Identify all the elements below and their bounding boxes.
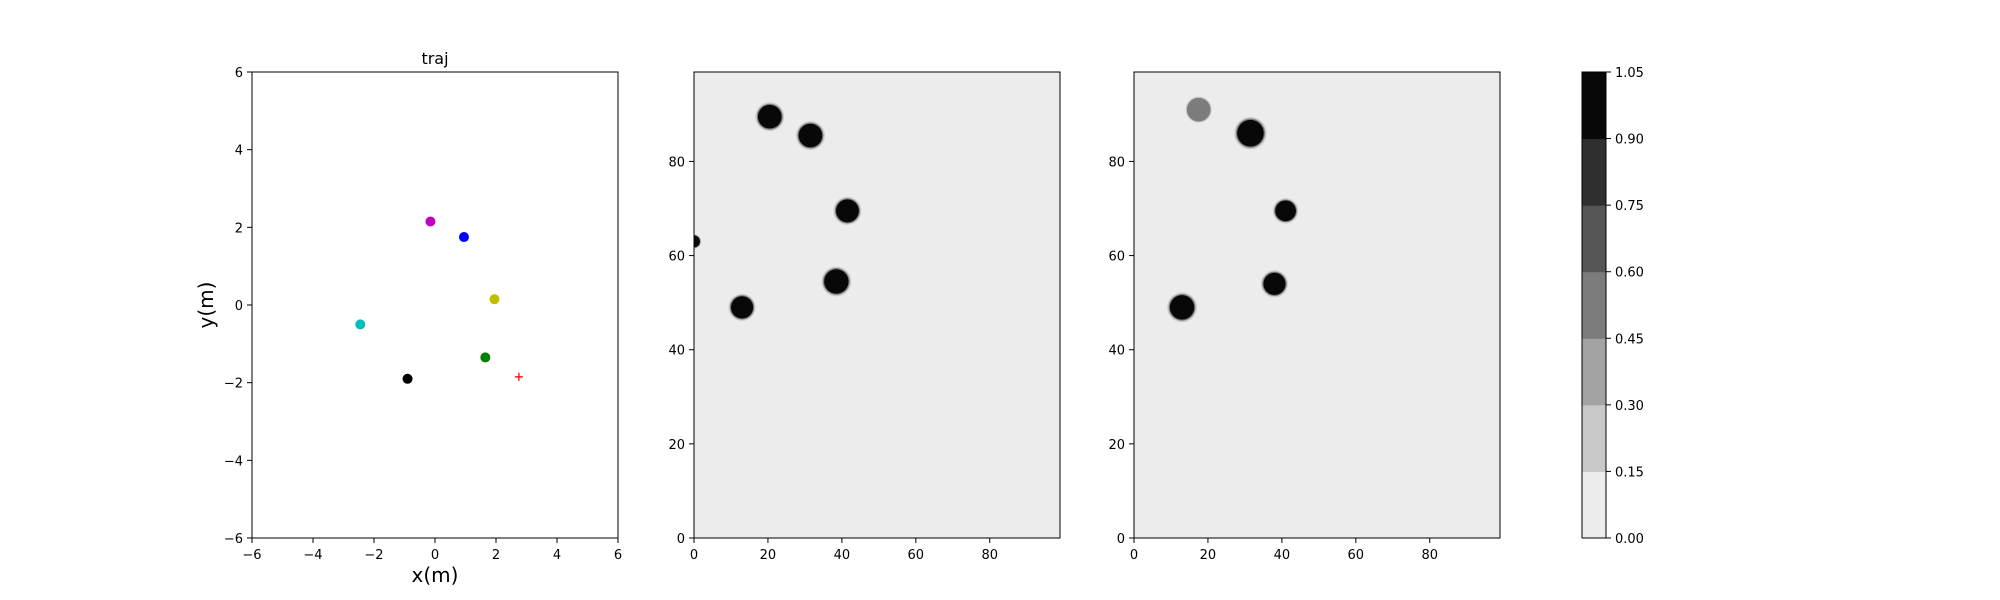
traj-points — [355, 216, 523, 384]
x-tick-label: 80 — [981, 548, 998, 563]
heatmap-2-x-ticks: 0 20 40 60 80 — [1130, 538, 1438, 563]
x-tick-label: 2 — [492, 548, 500, 563]
traj-title: traj — [421, 49, 448, 68]
scatter-point — [425, 216, 436, 227]
traj-plot-area — [252, 72, 618, 538]
colorbar-band — [1582, 205, 1606, 273]
y-tick-label: −2 — [224, 377, 243, 392]
y-tick-label: −4 — [224, 454, 243, 469]
colorbar-frame — [1581, 71, 1607, 539]
y-tick-label: 6 — [235, 66, 243, 81]
heatmap-blob — [728, 293, 756, 321]
x-tick-label: 0 — [431, 548, 439, 563]
x-tick-label: 40 — [834, 548, 851, 563]
colorbar-tick-label: 0.75 — [1615, 199, 1644, 214]
target-plus-marker — [514, 372, 523, 381]
y-tick-label: 4 — [235, 144, 243, 159]
y-tick-label: 80 — [668, 155, 685, 170]
colorbar-ticks: 0.00 0.15 0.30 0.45 0.60 0.75 0.90 1.05 — [1606, 66, 1644, 547]
traj-y-ticks: −6 −4 −2 0 2 4 6 — [224, 66, 252, 547]
traj-x-ticks: −6 −4 −2 0 2 4 6 — [242, 538, 622, 563]
heatmap-blob — [1272, 198, 1299, 224]
x-tick-label: 80 — [1421, 548, 1438, 563]
y-tick-label: 2 — [235, 221, 243, 236]
y-tick-label: 80 — [1108, 155, 1125, 170]
y-tick-label: 60 — [1108, 250, 1125, 265]
colorbar-tick-label: 0.00 — [1615, 532, 1644, 547]
x-tick-label: 6 — [614, 548, 622, 563]
traj-x-axis-label: x(m) — [412, 563, 459, 587]
colorbar-band — [1582, 338, 1606, 406]
heatmap-2-frame — [1133, 71, 1501, 539]
traj-panel: traj −6 −4 −2 0 2 4 6 −6 −4 −2 0 2 4 6 x(m) y(m) — [194, 49, 622, 587]
y-tick-label: 0 — [235, 299, 243, 314]
heatmap-panel-2: 0 20 40 60 80 0 20 40 60 80 — [1108, 71, 1501, 563]
x-tick-label: 0 — [690, 548, 698, 563]
colorbar-band — [1582, 72, 1606, 140]
heatmap-blob — [796, 121, 825, 150]
y-tick-label: 20 — [1108, 438, 1125, 453]
x-tick-label: 20 — [760, 548, 777, 563]
y-tick-label: 40 — [1108, 344, 1125, 359]
scatter-point — [355, 319, 366, 330]
heatmap-blob — [694, 234, 702, 249]
colorbar-tick-label: 0.15 — [1615, 465, 1644, 480]
y-tick-label: 60 — [668, 250, 685, 265]
colorbar-tick-label: 0.60 — [1615, 266, 1644, 281]
scatter-point — [489, 294, 500, 305]
x-tick-label: 4 — [553, 548, 561, 563]
x-tick-label: 40 — [1274, 548, 1291, 563]
y-tick-label: 0 — [1117, 532, 1125, 547]
y-tick-label: 20 — [668, 438, 685, 453]
colorbar-tick-label: 0.30 — [1615, 399, 1644, 414]
heatmap-1-blobs — [694, 102, 862, 321]
x-tick-label: 0 — [1130, 548, 1138, 563]
colorbar-band — [1582, 404, 1606, 472]
heatmap-blob — [755, 102, 785, 132]
heatmap-panel-1: 0 20 40 60 80 0 20 40 60 80 — [668, 71, 1061, 563]
heatmap-blob — [1167, 292, 1197, 323]
heatmap-blob — [821, 266, 852, 297]
x-tick-label: 20 — [1200, 548, 1217, 563]
x-tick-label: 60 — [908, 548, 925, 563]
colorbar: 0.00 0.15 0.30 0.45 0.60 0.75 0.90 1.05 — [1581, 66, 1644, 547]
scatter-point — [458, 232, 469, 243]
scatter-point — [402, 373, 413, 384]
heatmap-1-y-ticks: 0 20 40 60 80 — [668, 155, 694, 547]
y-tick-label: 0 — [677, 532, 685, 547]
heatmap-1-x-ticks: 0 20 40 60 80 — [690, 538, 998, 563]
x-tick-label: −2 — [364, 548, 383, 563]
scatter-point — [480, 352, 491, 363]
y-tick-label: −6 — [224, 532, 243, 547]
colorbar-band — [1582, 271, 1606, 339]
heatmap-2-y-ticks: 0 20 40 60 80 — [1108, 155, 1134, 547]
colorbar-band — [1582, 471, 1606, 539]
colorbar-bands — [1582, 72, 1606, 539]
colorbar-tick-label: 0.90 — [1615, 133, 1644, 148]
y-tick-label: 40 — [668, 344, 685, 359]
heatmap-blob — [1184, 95, 1214, 125]
heatmap-2-blobs — [1167, 95, 1299, 323]
traj-y-axis-label: y(m) — [194, 282, 218, 329]
heatmap-1-frame — [693, 71, 1061, 539]
x-tick-label: −6 — [242, 548, 261, 563]
heatmap-blob — [833, 196, 862, 225]
x-tick-label: 60 — [1348, 548, 1365, 563]
heatmap-blob — [1260, 270, 1289, 298]
colorbar-band — [1582, 138, 1606, 206]
colorbar-tick-label: 1.05 — [1615, 66, 1644, 81]
x-tick-label: −4 — [303, 548, 322, 563]
heatmap-blob — [1234, 116, 1267, 150]
colorbar-tick-label: 0.45 — [1615, 332, 1644, 347]
